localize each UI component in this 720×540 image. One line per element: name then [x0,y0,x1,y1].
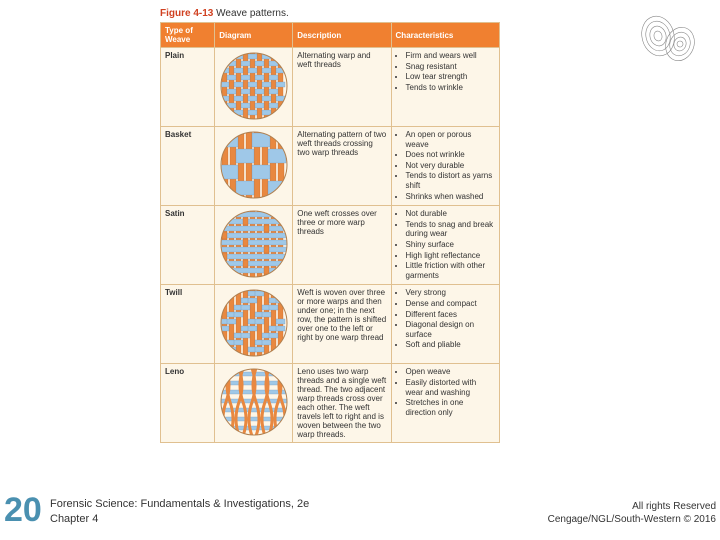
footer-right: All rights Reserved Cengage/NGL/South-We… [548,500,716,526]
footer-copyright: Cengage/NGL/South-Western © 2016 [548,514,716,525]
col-header-characteristics: Characteristics [391,23,499,48]
figure-label: Figure 4-13 Weave patterns. [160,8,289,19]
type-cell: Leno [161,364,215,443]
description-cell: Alternating pattern of two weft threads … [293,127,391,206]
char-item: An open or porous weave [406,130,495,149]
weave-table: Type of Weave Diagram Description Charac… [160,22,500,443]
footer-book-title: Forensic Science: Fundamentals & Investi… [50,498,309,510]
char-item: Shiny surface [406,240,495,250]
char-item: Very strong [406,288,495,298]
char-item: Open weave [406,367,495,377]
char-item: Easily distorted with wear and washing [406,378,495,397]
diagram-cell [215,364,293,443]
page-number: 20 [4,491,42,530]
description-cell: One weft crosses over three or more warp… [293,206,391,285]
diagram-cell [215,206,293,285]
char-item: Low tear strength [406,72,495,82]
char-item: Tends to wrinkle [406,83,495,93]
footer-chapter: Chapter 4 [50,513,98,525]
type-cell: Plain [161,48,215,127]
diagram-cell [215,127,293,206]
char-item: Little friction with other garments [406,261,495,280]
char-item: Does not wrinkle [406,150,495,160]
characteristics-cell: Very strongDense and compactDifferent fa… [391,285,499,364]
char-item: Tends to distort as yarns shift [406,171,495,190]
description-cell: Alternating warp and weft threads [293,48,391,127]
footer-rights: All rights Reserved [632,501,716,512]
characteristics-cell: Not durableTends to snag and break durin… [391,206,499,285]
col-header-type: Type of Weave [161,23,215,48]
diagram-cell [215,285,293,364]
weave-table-container: Type of Weave Diagram Description Charac… [160,22,500,443]
char-item: Not durable [406,209,495,219]
fingerprint-icon [632,12,702,67]
char-item: Not very durable [406,161,495,171]
char-item: High light reflectance [406,251,495,261]
type-cell: Basket [161,127,215,206]
char-item: Soft and pliable [406,340,495,350]
char-item: Snag resistant [406,62,495,72]
char-item: Firm and wears well [406,51,495,61]
char-item: Different faces [406,310,495,320]
table-header-row: Type of Weave Diagram Description Charac… [161,23,500,48]
table-row: Basket Alternating pattern of two weft t… [161,127,500,206]
char-item: Stretches in one direction only [406,398,495,417]
type-cell: Satin [161,206,215,285]
characteristics-cell: Firm and wears wellSnag resistantLow tea… [391,48,499,127]
description-cell: Leno uses two warp threads and a single … [293,364,391,443]
char-item: Tends to snag and break during wear [406,220,495,239]
char-item: Diagonal design on surface [406,320,495,339]
char-item: Shrinks when washed [406,192,495,202]
table-row: Twill Weft is woven over three or more w… [161,285,500,364]
characteristics-cell: Open weaveEasily distorted with wear and… [391,364,499,443]
characteristics-cell: An open or porous weaveDoes not wrinkleN… [391,127,499,206]
diagram-cell [215,48,293,127]
footer-left: Forensic Science: Fundamentals & Investi… [50,497,309,526]
table-row: Leno Leno uses two warp threads and a si… [161,364,500,443]
description-cell: Weft is woven over three or more warps a… [293,285,391,364]
col-header-description: Description [293,23,391,48]
table-row: Satin One weft crosses over three or mor… [161,206,500,285]
char-item: Dense and compact [406,299,495,309]
figure-caption: Weave patterns. [216,8,289,19]
col-header-diagram: Diagram [215,23,293,48]
type-cell: Twill [161,285,215,364]
figure-number: Figure 4-13 [160,8,213,19]
table-row: Plain Alternating warp and weft threads … [161,48,500,127]
